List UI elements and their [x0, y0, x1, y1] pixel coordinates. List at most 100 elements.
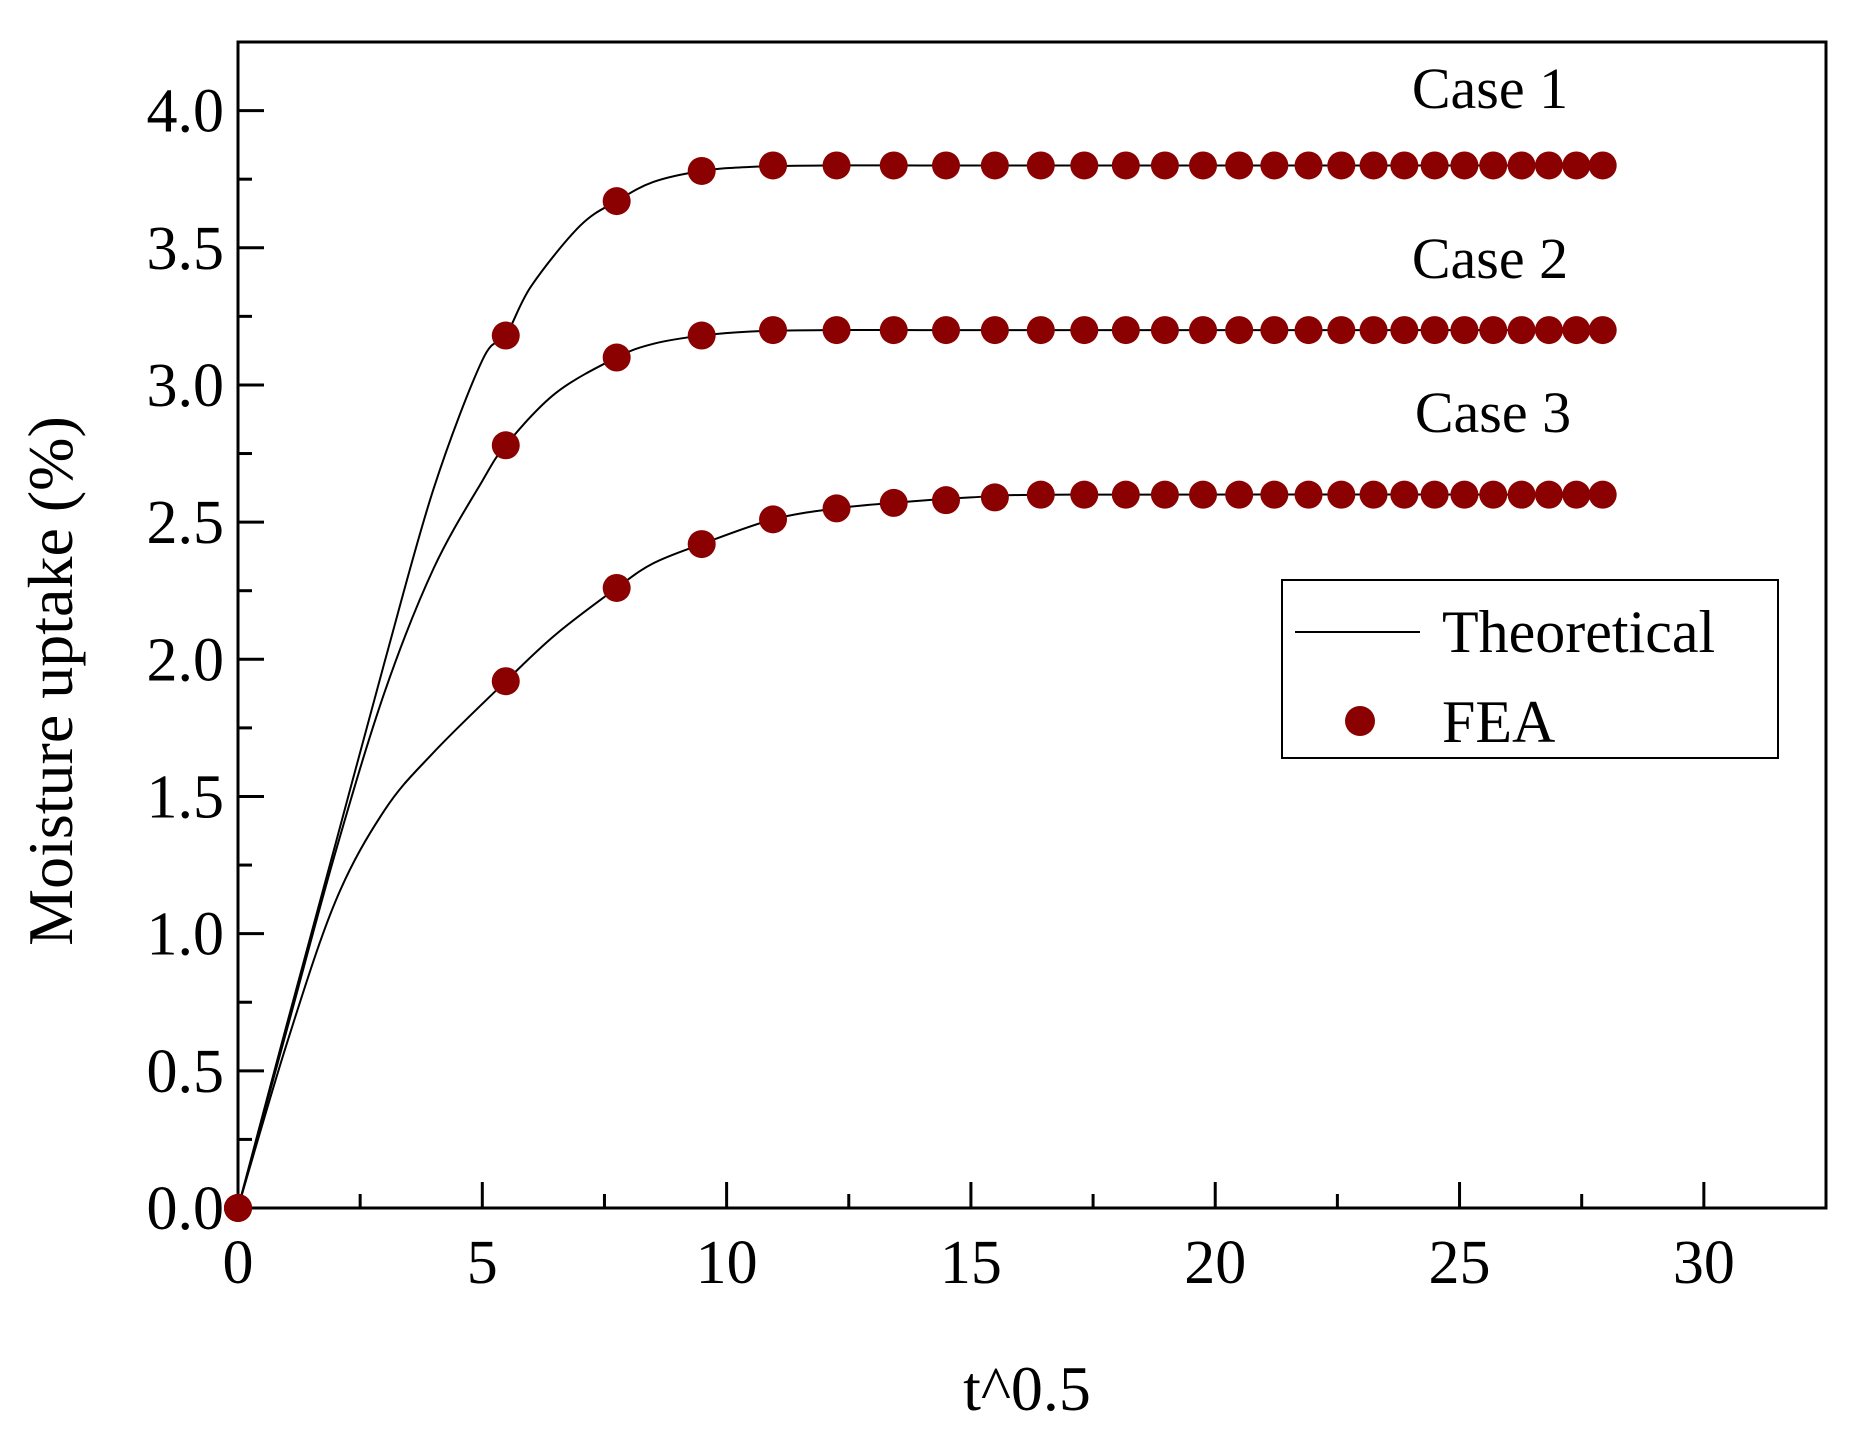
theoretical-line-case-2 — [237, 328, 1607, 1209]
case-2-label: Case 2 — [1412, 226, 1568, 291]
fea-point-case-3 — [602, 573, 631, 602]
fea-point-case-2 — [1420, 316, 1449, 345]
fea-point-case-2 — [1026, 316, 1055, 345]
fea-point-case-2 — [759, 316, 788, 345]
fea-point-case-3 — [1479, 480, 1508, 509]
fea-point-case-2 — [1588, 316, 1617, 345]
fea-point-case-3 — [1150, 480, 1179, 509]
x-tick-label: 15 — [940, 1229, 1002, 1297]
fea-point-case-1 — [1294, 151, 1323, 180]
fea-point-case-1 — [1390, 151, 1419, 180]
y-tick-label: 1.5 — [147, 763, 225, 831]
fea-point-case-1 — [491, 321, 520, 350]
fea-point-case-1 — [1070, 151, 1099, 180]
plot-frame — [236, 40, 1828, 1210]
fea-point-case-1 — [1420, 151, 1449, 180]
fea-point-case-2 — [980, 316, 1009, 345]
fea-point-case-2 — [1450, 316, 1479, 345]
fea-point-case-2 — [932, 316, 961, 345]
legend-fea-label: FEA — [1442, 689, 1555, 755]
plot-area — [236, 40, 1828, 1210]
fea-point-case-3 — [1420, 480, 1449, 509]
x-axis-title: t^0.5 — [963, 1353, 1091, 1424]
fea-point-case-1 — [1026, 151, 1055, 180]
y-tick-label: 0.5 — [147, 1038, 225, 1106]
fea-point-case-1 — [1450, 151, 1479, 180]
fea-point-case-2 — [1150, 316, 1179, 345]
fea-point-case-3 — [822, 494, 851, 523]
fea-point-case-3 — [1359, 480, 1388, 509]
fea-point-case-1 — [602, 187, 631, 216]
fea-point-case-1 — [932, 151, 961, 180]
fea-point-case-3 — [1588, 480, 1617, 509]
fea-point-case-3 — [1534, 480, 1563, 509]
fea-point-case-3 — [1562, 480, 1591, 509]
fea-point-case-2 — [1562, 316, 1591, 345]
fea-point-case-3 — [1189, 480, 1218, 509]
fea-point-case-2 — [1225, 316, 1254, 345]
fea-point-case-3 — [687, 530, 716, 559]
y-tick-label: 0.0 — [147, 1175, 225, 1243]
fea-point-case-3 — [879, 488, 908, 517]
fea-point-case-3 — [1070, 480, 1099, 509]
fea-point-case-3 — [1225, 480, 1254, 509]
fea-point-case-2 — [1534, 316, 1563, 345]
fea-point-case-2 — [687, 321, 716, 350]
fea-point-case-1 — [1150, 151, 1179, 180]
y-tick-label: 3.0 — [147, 352, 225, 420]
fea-point-case-1 — [1534, 151, 1563, 180]
y-tick-label: 3.5 — [147, 215, 225, 283]
fea-point-case-3 — [224, 1194, 252, 1222]
fea-point-case-3 — [1390, 480, 1419, 509]
theoretical-line-case-1 — [237, 164, 1607, 1209]
x-tick-label: 25 — [1429, 1229, 1491, 1297]
fea-point-case-2 — [1070, 316, 1099, 345]
fea-point-case-3 — [980, 483, 1009, 512]
fea-point-case-1 — [822, 151, 851, 180]
fea-point-case-3 — [491, 667, 520, 696]
y-tick-label: 1.0 — [147, 901, 225, 969]
fea-point-case-2 — [822, 316, 851, 345]
fea-point-case-3 — [1026, 480, 1055, 509]
legend-marker-symbol — [1345, 706, 1375, 736]
x-tick-label: 0 — [223, 1229, 254, 1297]
fea-point-case-1 — [1588, 151, 1617, 180]
y-tick-label: 2.5 — [147, 489, 225, 557]
fea-point-case-1 — [1562, 151, 1591, 180]
fea-point-case-1 — [1225, 151, 1254, 180]
fea-point-case-1 — [1507, 151, 1536, 180]
x-tick-label: 20 — [1184, 1229, 1246, 1297]
fea-point-case-3 — [1450, 480, 1479, 509]
fea-point-case-2 — [1260, 316, 1289, 345]
fea-point-case-2 — [1390, 316, 1419, 345]
fea-markers — [224, 151, 1617, 1222]
legend: Theoretical FEA — [1281, 579, 1779, 759]
fea-point-case-2 — [1479, 316, 1508, 345]
fea-point-case-3 — [1507, 480, 1536, 509]
legend-theoretical-label: Theoretical — [1442, 599, 1715, 665]
fea-point-case-2 — [1111, 316, 1140, 345]
fea-point-case-1 — [1479, 151, 1508, 180]
fea-point-case-1 — [1189, 151, 1218, 180]
fea-point-case-3 — [1294, 480, 1323, 509]
y-axis-title: Moisture uptake (%) — [15, 416, 86, 946]
fea-point-case-2 — [1359, 316, 1388, 345]
fea-point-case-3 — [932, 486, 961, 515]
fea-point-case-1 — [687, 156, 716, 185]
fea-point-case-3 — [1111, 480, 1140, 509]
x-tick-label: 5 — [467, 1229, 498, 1297]
x-tick-label: 10 — [696, 1229, 758, 1297]
x-tick-label: 30 — [1673, 1229, 1735, 1297]
fea-point-case-2 — [1294, 316, 1323, 345]
fea-point-case-1 — [980, 151, 1009, 180]
fea-point-case-1 — [1260, 151, 1289, 180]
fea-point-case-1 — [1327, 151, 1356, 180]
fea-point-case-3 — [759, 505, 788, 534]
y-tick-label: 4.0 — [147, 78, 225, 146]
axes: 0 5 10 15 20 25 30 0.0 0.5 1.0 1.5 2.0 2.5 3.0 3.5 4.0 — [147, 78, 1735, 1297]
fea-point-case-2 — [491, 431, 520, 460]
case-3-label: Case 3 — [1415, 380, 1571, 445]
fea-point-case-1 — [879, 151, 908, 180]
fea-point-case-3 — [1327, 480, 1356, 509]
